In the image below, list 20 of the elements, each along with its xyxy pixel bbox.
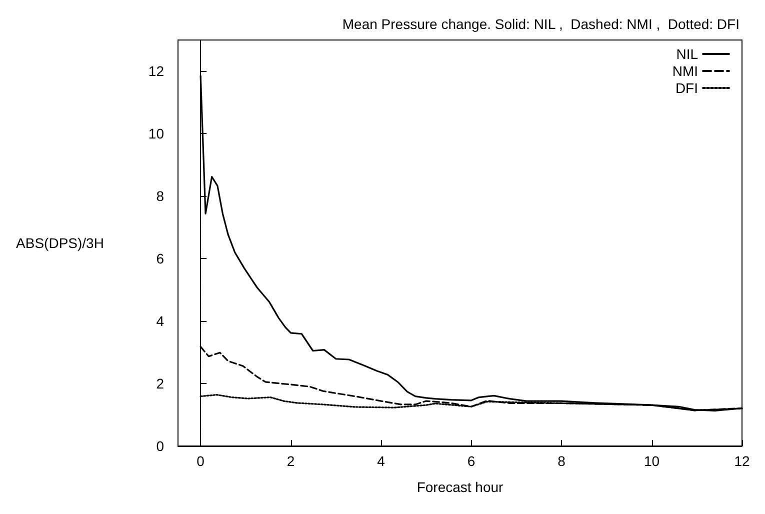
x-tick-label: 10 [644, 453, 660, 469]
x-tick-label: 8 [558, 453, 566, 469]
x-tick-label: 6 [467, 453, 476, 469]
y-tick-label: 4 [156, 313, 164, 330]
y-tick-label: 8 [156, 188, 164, 204]
y-tick-label: 6 [156, 250, 164, 267]
chart-title: Mean Pressure change. Solid: NIL , Dashed: NMI , Dotted: DFI [342, 16, 740, 32]
legend-label: DFI [675, 80, 698, 96]
y-axis-title: ABS(DPS)/3H [16, 235, 104, 251]
y-tick-label: 12 [148, 63, 164, 80]
legend-label: NMI [672, 63, 698, 79]
x-tick-label: 0 [196, 453, 205, 469]
y-tick-label: 2 [156, 376, 164, 392]
legend-label: NIL [676, 46, 698, 62]
x-tick-label: 12 [734, 453, 750, 469]
y-tick-label: 10 [148, 126, 164, 142]
x-axis-title: Forecast hour [416, 479, 504, 495]
x-tick-label: 2 [286, 453, 295, 469]
x-tick-label: 4 [377, 453, 386, 469]
y-tick-label: 0 [156, 438, 164, 454]
